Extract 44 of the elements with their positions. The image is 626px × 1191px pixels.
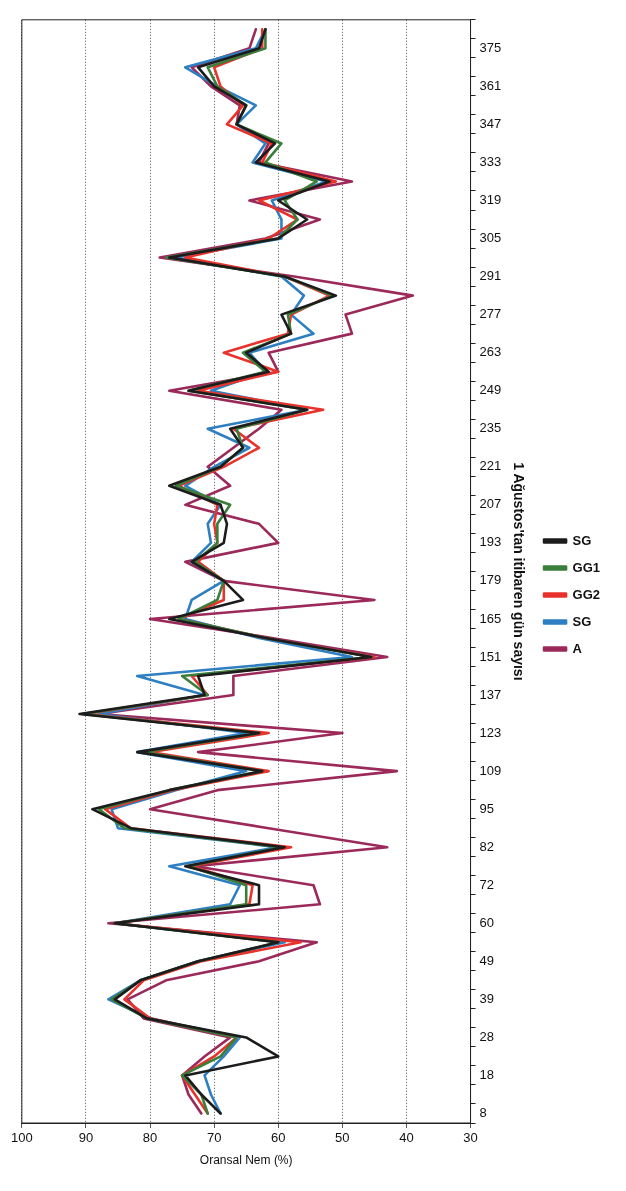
y-tick-label: 291 bbox=[479, 268, 502, 284]
y-tick-label: 95 bbox=[479, 800, 495, 816]
legend-label: A bbox=[572, 640, 583, 656]
x-tick-label: 100 bbox=[10, 1130, 33, 1146]
x-tick-label: 30 bbox=[463, 1130, 478, 1146]
y-tick-label: 151 bbox=[479, 648, 502, 664]
x-tick-label: 40 bbox=[399, 1130, 414, 1146]
y-tick-label: 123 bbox=[479, 724, 502, 740]
y-tick-label: 305 bbox=[479, 230, 502, 246]
x-tick-label: 80 bbox=[142, 1130, 158, 1146]
y-tick-label: 39 bbox=[479, 990, 495, 1006]
y-tick-label: 347 bbox=[479, 115, 502, 131]
x-tick-label: 90 bbox=[78, 1130, 94, 1146]
y-tick-label: 375 bbox=[479, 39, 502, 55]
y-tick-label: 28 bbox=[479, 1028, 495, 1044]
y-tick-label: 263 bbox=[479, 344, 502, 360]
y-tick-label: 82 bbox=[479, 838, 495, 854]
y-axis-title: 1 Ağustos'tan itibaren gün sayısı bbox=[510, 462, 527, 681]
x-axis-title: Oransal Nem (%) bbox=[199, 1153, 293, 1168]
y-tick-label: 277 bbox=[479, 306, 502, 322]
y-tick-label: 49 bbox=[479, 952, 495, 968]
legend-label: SG bbox=[572, 532, 592, 548]
legend-label: SG bbox=[572, 613, 592, 629]
y-tick-label: 137 bbox=[479, 686, 502, 702]
legend-label: GG1 bbox=[572, 559, 601, 575]
x-tick-label: 50 bbox=[335, 1130, 350, 1146]
y-tick-label: 8 bbox=[479, 1105, 487, 1121]
y-tick-label: 165 bbox=[479, 610, 502, 626]
y-tick-label: 319 bbox=[479, 192, 502, 208]
y-tick-label: 60 bbox=[479, 914, 495, 930]
y-tick-label: 207 bbox=[479, 496, 502, 512]
legend-label: GG2 bbox=[572, 586, 601, 602]
y-tick-label: 361 bbox=[479, 77, 502, 93]
y-tick-label: 18 bbox=[479, 1067, 495, 1083]
y-tick-label: 72 bbox=[479, 876, 495, 892]
x-tick-label: 60 bbox=[271, 1130, 286, 1146]
y-tick-label: 249 bbox=[479, 382, 502, 398]
y-tick-label: 221 bbox=[479, 458, 502, 474]
y-tick-label: 193 bbox=[479, 534, 502, 550]
y-tick-label: 235 bbox=[479, 420, 502, 436]
x-tick-label: 70 bbox=[206, 1130, 222, 1146]
y-tick-label: 333 bbox=[479, 154, 502, 170]
y-tick-label: 109 bbox=[479, 762, 502, 778]
y-tick-label: 179 bbox=[479, 572, 502, 588]
